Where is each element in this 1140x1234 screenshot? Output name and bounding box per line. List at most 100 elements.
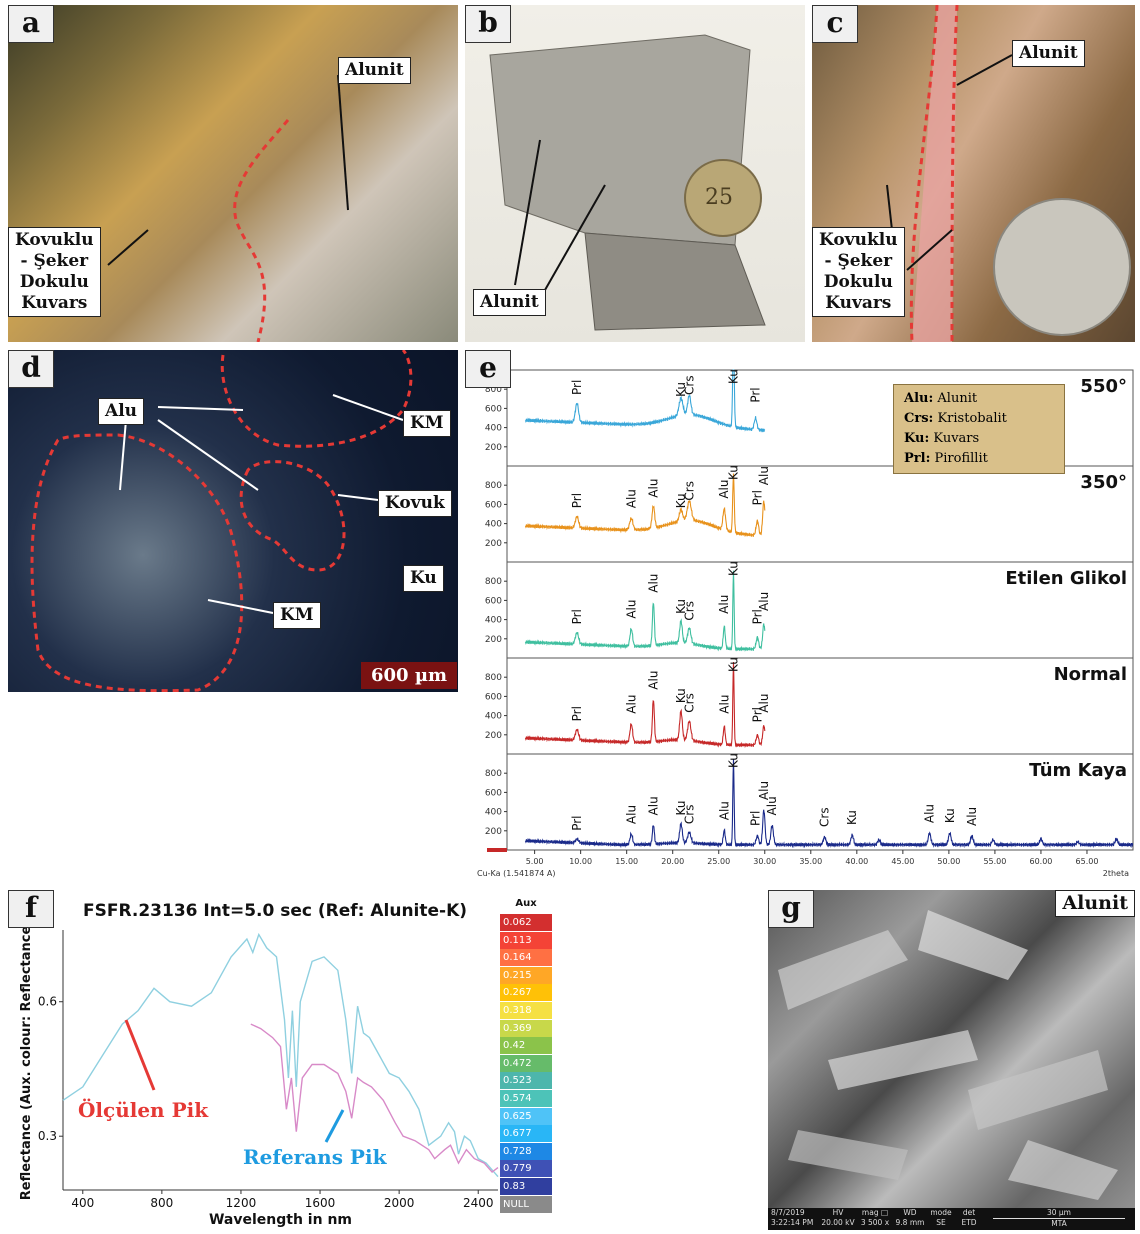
coin-icon	[993, 198, 1131, 336]
spectra-x-tick-label: 2000	[384, 1196, 415, 1210]
panel-d-scalebar: 600 µm	[361, 662, 458, 689]
sem-date: 8/7/2019 3:22:14 PM	[771, 1208, 814, 1227]
xrd-x-tick-label: 65.00	[1076, 857, 1099, 866]
panel-b-photo: 25 b Alunit	[465, 5, 805, 342]
colorbar-entry: 0.215	[500, 966, 552, 984]
xrd-frame	[506, 753, 1134, 851]
panel-d-label: d	[8, 350, 54, 388]
colorbar-entry: 0.574	[500, 1090, 552, 1107]
panel-a-overlay	[107, 74, 349, 342]
spectra-x-tick-label: 1600	[305, 1196, 336, 1210]
xrd-y-tick-label: 600	[485, 692, 502, 702]
xrd-peak-label: Alu	[923, 804, 937, 823]
spectra-title: FSFR.23136 Int=5.0 sec (Ref: Alunite-K)	[83, 901, 467, 921]
xrd-y-tick-label: 400	[485, 712, 502, 722]
spectra-x-tick-label: 1200	[226, 1196, 257, 1210]
xrd-y-tick-label: 600	[485, 500, 502, 510]
sem-mode: mode SE	[930, 1208, 952, 1227]
xrd-y-tick-label: 600	[485, 596, 502, 606]
xrd-series-line	[524, 473, 766, 538]
measured-peak-label: Ölçülen Pik	[78, 1098, 209, 1122]
xrd-origin-mark	[487, 848, 507, 852]
xrd-x-tick-label: 40.00	[845, 857, 868, 866]
xrd-peak-label: Prl	[570, 380, 584, 395]
spectra-y-tick-label: 0.3	[38, 1129, 57, 1143]
panel-d-photo: d Alu KM Kovuk Ku KM 600 µm	[8, 350, 458, 692]
xrd-x-tick-label: 55.00	[983, 857, 1006, 866]
xrd-peak-label: Alu	[965, 807, 979, 826]
xrd-y-tick-label: 800	[485, 577, 502, 587]
xrd-x-axis-label: 2theta	[1103, 869, 1129, 878]
sem-wd: WD 9.8 mm	[895, 1208, 925, 1227]
coin-icon	[684, 159, 762, 237]
colorbar-entry: 0.523	[500, 1072, 552, 1090]
xrd-peak-label: Ku	[674, 493, 688, 508]
xrd-legend: Alu: Alunit Crs: Kristobalit Ku: Kuvars …	[893, 384, 1065, 474]
panel-g-alunit-callout: Alunit	[1055, 890, 1135, 917]
xrd-series-title: Tüm Kaya	[1029, 760, 1127, 781]
panel-g-label: g	[768, 890, 814, 928]
xrd-y-tick-label: 800	[485, 385, 502, 395]
xrd-x-tick-label: 15.00	[615, 857, 638, 866]
xrd-peak-label: Ku	[943, 808, 957, 823]
xrd-series-line	[524, 369, 766, 433]
panel-a-photo: a Alunit Kovuklu - Şeker Dokulu Kuvars	[8, 5, 458, 342]
kovuklu-line-2: - Şeker	[20, 251, 89, 271]
xrd-peak-label: Alu	[624, 489, 638, 508]
colorbar-entry: 0.779	[500, 1160, 552, 1178]
xrd-peak-label: Alu	[757, 466, 771, 485]
xrd-y-tick-label: 200	[485, 635, 502, 645]
xrd-peak-label: Crs	[682, 805, 696, 825]
spectra-x-tick-label: 2400	[463, 1196, 494, 1210]
xrd-radiation-note: Cu-Ka (1.541874 A)	[477, 869, 556, 878]
xrd-peak-label: Alu	[765, 796, 779, 815]
xrd-y-tick-label: 200	[485, 827, 502, 837]
colorbar-entry: 0.369	[500, 1019, 552, 1037]
xrd-x-tick-label: 10.00	[569, 857, 592, 866]
xrd-frame	[506, 465, 1134, 563]
panel-c-photo: c Alunit Kovuklu - Şeker Dokulu Kuvars	[812, 5, 1135, 342]
xrd-y-tick-label: 400	[485, 808, 502, 818]
panel-d-alu-callout: Alu	[98, 398, 145, 425]
panel-c-overlay	[886, 5, 1131, 342]
panel-b-label: b	[465, 5, 511, 43]
spectra-y-tick-label: 0.6	[38, 995, 57, 1009]
xrd-peak-label: Alu	[646, 574, 660, 593]
coin-value: 25	[705, 185, 733, 210]
panel-c-kovuklu-callout: Kovuklu - Şeker Dokulu Kuvars	[812, 227, 905, 317]
colorbar-entry: 0.472	[500, 1054, 552, 1072]
xrd-peak-label: Ku	[726, 561, 740, 576]
xrd-peak-label: Ku	[674, 688, 688, 703]
colorbar-entry: 0.677	[500, 1125, 552, 1143]
spectra-x-tick-label: 400	[71, 1196, 94, 1210]
xrd-peak-label: Ku	[726, 369, 740, 384]
colorbar-entry: 0.625	[500, 1107, 552, 1125]
panel-g-sem: g Alunit 8/7/2019 3:22:14 PM HV 20.00 kV m…	[768, 890, 1135, 1230]
xrd-y-tick-label: 200	[485, 539, 502, 549]
xrd-peak-label: Prl	[570, 816, 584, 831]
reference-pointer	[324, 1109, 345, 1143]
xrd-x-tick-label: 60.00	[1029, 857, 1052, 866]
reference-peak-label: Referans Pik	[243, 1145, 387, 1169]
spectra-x-axis-label: Wavelength in nm	[209, 1212, 352, 1228]
colorbar-title: Aux	[515, 898, 537, 909]
kovuklu-line-1: Kovuklu	[819, 230, 898, 250]
xrd-peak-label: Prl	[750, 609, 764, 624]
colorbar-entry: 0.113	[500, 931, 552, 949]
xrd-peak-label: Alu	[717, 479, 731, 498]
xrd-peak-label: Crs	[682, 375, 696, 395]
xrd-series-title: 550°	[1080, 376, 1127, 397]
xrd-y-tick-label: 600	[485, 788, 502, 798]
spectra-x-tick-label: 800	[150, 1196, 173, 1210]
panel-e-xrd: 200 400 600 800 Prl Ku Crs Ku Prl 550° 200 400 600 80…	[465, 350, 1135, 880]
xrd-x-tick-label: 50.00	[937, 857, 960, 866]
xrd-peak-label: Prl	[749, 387, 763, 402]
measured-pointer	[124, 1019, 156, 1091]
xrd-peak-label: Prl	[750, 490, 764, 505]
xrd-peak-label: Prl	[750, 707, 764, 722]
legend-item-crs: Crs: Kristobalit	[904, 411, 1007, 426]
xrd-peak-label: Crs	[818, 807, 832, 827]
xrd-peak-label: Alu	[757, 592, 771, 611]
xrd-peak-label: Alu	[717, 801, 731, 820]
xrd-peak-label: Ku	[845, 810, 859, 825]
